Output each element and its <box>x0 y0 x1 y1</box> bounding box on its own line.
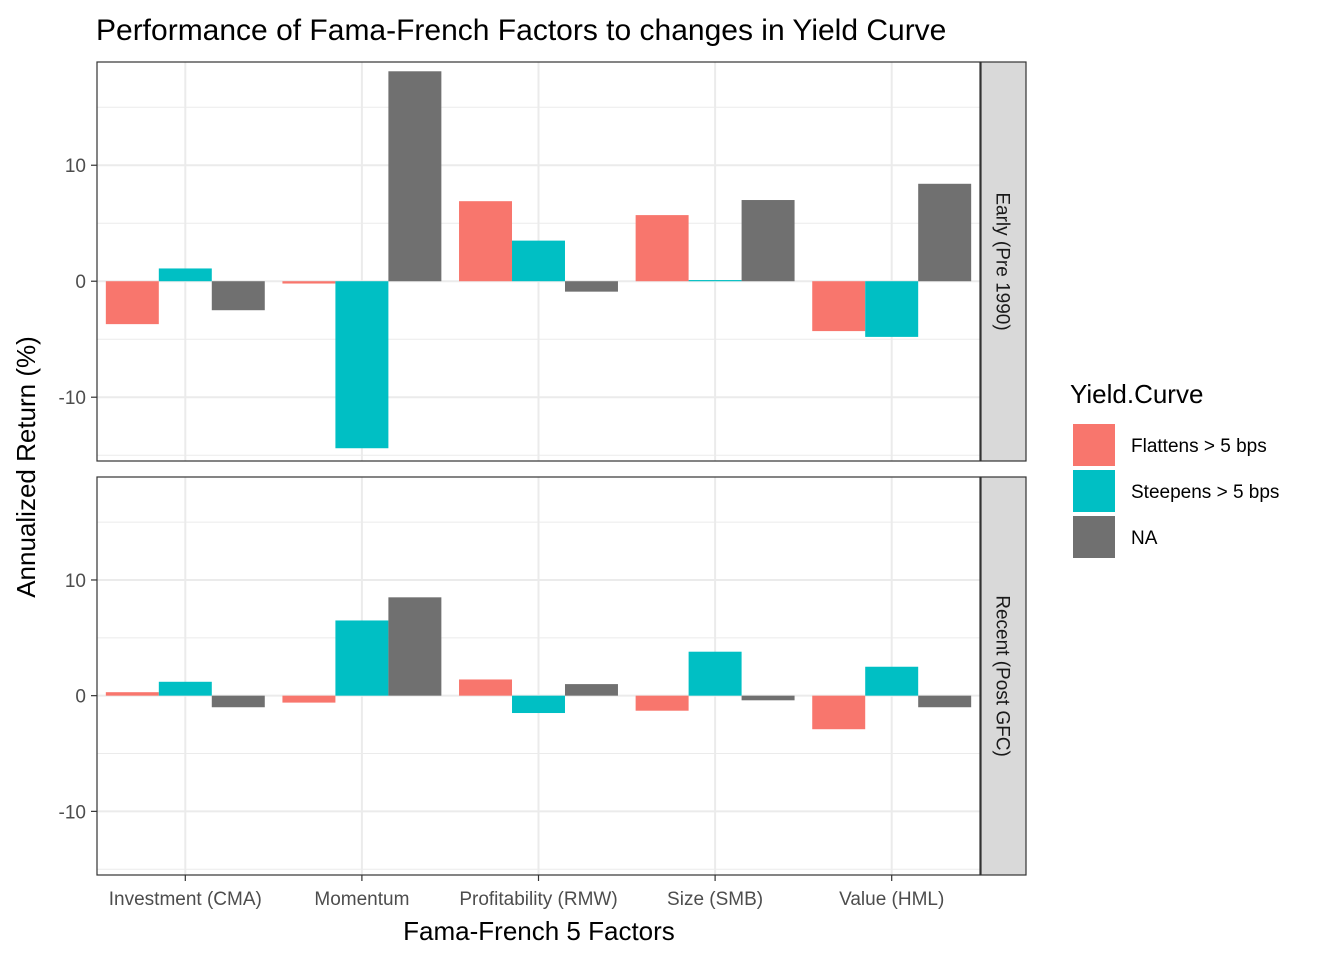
bar <box>335 281 389 449</box>
x-tick-label: Profitability (RMW) <box>459 889 617 910</box>
panel-border <box>96 61 981 462</box>
bar <box>865 281 919 337</box>
bar <box>741 695 795 701</box>
chart-title: Performance of Fama-French Factors to ch… <box>96 14 946 47</box>
legend-title: Yield.Curve <box>1070 379 1203 409</box>
legend-key <box>1073 424 1115 466</box>
facet-panel: -10 0 10 Recent (Post GFC) <box>59 476 1027 876</box>
bar <box>688 280 742 282</box>
bar <box>105 692 159 696</box>
x-tick-label: Value (HML) <box>839 889 944 910</box>
facet-strip <box>980 476 1027 876</box>
bar <box>388 71 442 282</box>
x-axis-label: Fama-French 5 Factors <box>403 916 675 946</box>
bar <box>564 684 618 696</box>
y-tick-label: 0 <box>75 272 86 293</box>
bar <box>688 651 742 696</box>
legend-key <box>1073 470 1115 512</box>
facet-panel: -10 0 10 Early (Pre 1990) <box>59 61 1027 462</box>
bar <box>918 183 972 282</box>
bar <box>211 695 265 708</box>
bar <box>635 695 689 711</box>
bar <box>865 666 919 696</box>
legend-label: NA <box>1131 528 1158 549</box>
bar <box>512 240 565 282</box>
panels: -10 0 10 Early (Pre 1990) -10 0 10 Recent (Post… <box>59 61 1027 876</box>
bar <box>918 695 972 708</box>
bar <box>812 695 866 730</box>
y-tick-label: 10 <box>65 156 86 177</box>
y-tick-label: 0 <box>75 687 86 708</box>
legend: Yield.Curve Flattens > 5 bps Steepens > 5… <box>1070 379 1279 558</box>
x-tick-labels: Investment (CMA) Momentum Profitability (R… <box>109 875 944 910</box>
bar <box>741 200 795 282</box>
bar <box>282 281 336 284</box>
facet-strip <box>980 61 1027 462</box>
bar <box>158 268 212 282</box>
legend-label: Steepens > 5 bps <box>1131 482 1279 503</box>
bar <box>459 679 513 696</box>
bar <box>564 281 618 292</box>
y-tick-label: -10 <box>59 388 86 409</box>
legend-key <box>1073 516 1115 558</box>
x-tick-label: Size (SMB) <box>667 889 763 910</box>
bar <box>211 281 265 311</box>
legend-label: Flattens > 5 bps <box>1131 436 1267 457</box>
bar <box>812 281 866 332</box>
x-tick-label: Investment (CMA) <box>109 889 262 910</box>
bar <box>512 695 565 714</box>
bar <box>158 681 212 696</box>
bar <box>282 695 336 703</box>
facet-strip-label: Recent (Post GFC) <box>992 595 1013 757</box>
bar <box>105 281 159 325</box>
bar <box>388 597 442 696</box>
y-tick-label: -10 <box>59 802 86 823</box>
bar <box>635 215 689 282</box>
bar <box>335 620 389 696</box>
bar <box>459 201 513 282</box>
y-tick-label: 10 <box>65 571 86 592</box>
y-axis-label: Annualized Return (%) <box>11 336 41 598</box>
x-tick-label: Momentum <box>314 889 409 910</box>
facet-strip-label: Early (Pre 1990) <box>992 192 1013 330</box>
